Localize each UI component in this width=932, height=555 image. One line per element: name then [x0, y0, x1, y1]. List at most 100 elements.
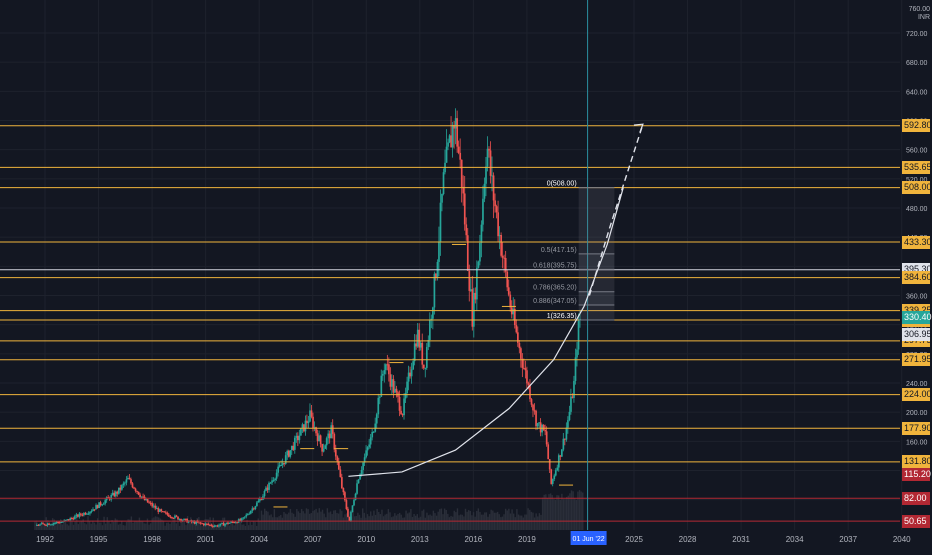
volume-bar [273, 509, 276, 530]
fib-level-label: 0.886(347.05) [533, 298, 577, 305]
candle-body [366, 447, 369, 451]
volume-bar [190, 517, 192, 530]
candle-body [139, 494, 141, 497]
candle-body [257, 500, 260, 503]
candle-body [410, 369, 413, 377]
candle-body [432, 307, 434, 319]
volume-bar [159, 518, 161, 530]
volume-bar [244, 525, 247, 530]
candle-body [378, 396, 381, 398]
candle-body [392, 379, 395, 393]
candle-body [565, 427, 568, 440]
candle-body [422, 364, 425, 369]
volume-bar [80, 520, 83, 530]
candle-body [480, 224, 483, 243]
candle-body [304, 420, 307, 432]
volume-bar [92, 520, 94, 530]
candle-body [445, 146, 448, 163]
volume-bar [512, 513, 515, 530]
candle-body [45, 524, 47, 526]
volume-bar [308, 513, 311, 530]
volume-bar [410, 508, 412, 530]
candle-body [136, 490, 138, 492]
volume-bar [442, 514, 444, 530]
volume-bar [201, 525, 203, 530]
currency-label: 760.00 INR [909, 6, 930, 22]
volume-bar [174, 518, 176, 530]
candle-body [51, 524, 53, 526]
volume-bar [209, 517, 211, 530]
candle-body [488, 148, 490, 151]
volume-bar [450, 515, 452, 530]
candle-body [327, 433, 330, 439]
fib-zone [578, 269, 615, 292]
volume-bar [368, 516, 370, 530]
candle-body [207, 523, 210, 525]
volume-bar [169, 523, 171, 530]
candle-body [486, 148, 489, 167]
volume-bar [45, 517, 47, 530]
volume-bar [477, 508, 480, 530]
volume-bar [151, 518, 153, 530]
volume-bar [427, 515, 430, 530]
volume-bar [464, 508, 467, 530]
candle-body [518, 342, 521, 349]
candle-body [438, 241, 440, 262]
volume-bar [39, 523, 41, 530]
candle-body [58, 522, 61, 524]
candle-body [161, 511, 164, 513]
candle-body [324, 445, 327, 449]
candle-body [40, 523, 43, 525]
candle-body [381, 373, 384, 376]
candle-body [442, 172, 445, 194]
volume-bar [69, 516, 72, 530]
volume-bar [199, 523, 202, 530]
volume-bar [361, 508, 364, 530]
volume-bar [64, 521, 67, 530]
candle-body [398, 396, 401, 411]
volume-bar [215, 525, 218, 530]
candle-body [196, 521, 199, 523]
candle-body [433, 273, 436, 308]
candle-body [391, 379, 393, 387]
volume-bar [394, 513, 396, 530]
volume-bar [137, 521, 139, 530]
volume-bar [82, 519, 84, 530]
candle-body [388, 364, 390, 375]
candle-body [429, 319, 431, 340]
candle-body [483, 183, 486, 199]
volume-bar [100, 522, 102, 530]
candle-body [111, 492, 114, 496]
candle-body [419, 342, 422, 348]
candle-body [348, 516, 351, 521]
volume-bar [166, 522, 168, 530]
candle-body [536, 423, 539, 427]
volume-bar [315, 508, 317, 530]
volume-bar [575, 499, 578, 530]
candle-body [389, 374, 392, 387]
volume-bar [545, 494, 547, 530]
y-tick-label: 680.00 [906, 60, 928, 67]
candle-body [360, 469, 363, 475]
candle-body [342, 488, 345, 493]
volume-bar [161, 519, 163, 530]
candle-body [459, 152, 462, 160]
volume-bar [284, 513, 287, 530]
volume-bar [104, 523, 107, 530]
candle-body [482, 198, 484, 225]
arrow-head [633, 123, 644, 133]
volume-bar [183, 521, 186, 530]
candle-body [251, 508, 254, 511]
candle-body [228, 522, 231, 524]
candle-body [322, 448, 325, 452]
volume-bar [254, 521, 256, 530]
volume-bar [459, 514, 462, 530]
candle-body [166, 512, 169, 515]
volume-bar [365, 517, 367, 530]
volume-bar [51, 518, 54, 530]
volume-bar [504, 508, 507, 530]
candle-body [385, 364, 387, 371]
volume-bar [68, 525, 70, 530]
volume-bar [241, 524, 243, 530]
